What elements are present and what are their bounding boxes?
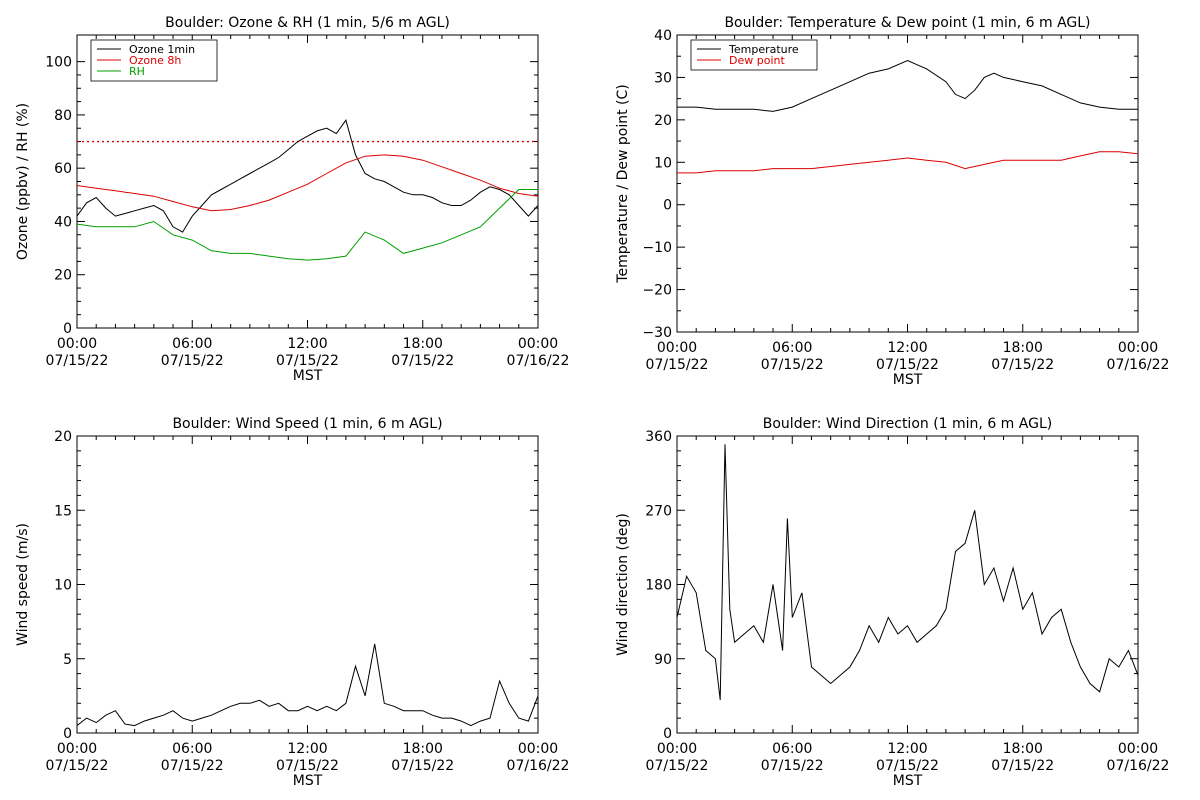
x-tick-time-label: 00:00 — [518, 741, 558, 757]
x-tick-time-label: 00:00 — [1118, 340, 1158, 356]
chart-title: Boulder: Temperature & Dew point (1 min,… — [724, 15, 1090, 31]
x-tick-time-label: 18:00 — [403, 741, 443, 757]
y-tick-label: 0 — [663, 726, 672, 742]
y-tick-label: −20 — [642, 283, 672, 299]
y-tick-label: 5 — [63, 652, 72, 668]
y-tick-label: −10 — [642, 240, 672, 256]
y-tick-label: 0 — [63, 726, 72, 742]
x-tick-date-label: 07/15/22 — [991, 758, 1054, 774]
x-tick-time-label: 00:00 — [57, 741, 97, 757]
x-tick-date-label: 07/16/22 — [1107, 758, 1170, 774]
x-tick-date-label: 07/15/22 — [391, 353, 454, 369]
x-tick-date-label: 07/15/22 — [646, 357, 709, 373]
x-tick-date-label: 07/15/22 — [991, 357, 1054, 373]
y-axis-label: Wind speed (m/s) — [15, 523, 31, 646]
x-tick-date-label: 07/15/22 — [876, 357, 939, 373]
y-tick-label: 100 — [45, 55, 72, 71]
legend-label: Ozone 8h — [129, 54, 181, 67]
y-axis-label: Wind direction (deg) — [615, 513, 631, 656]
legend-label: Temperature — [728, 43, 799, 56]
series-line-1 — [676, 444, 1139, 701]
chart-title: Boulder: Wind Speed (1 min, 6 m AGL) — [172, 416, 442, 432]
chart-title: Boulder: Wind Direction (1 min, 6 m AGL) — [763, 416, 1052, 432]
y-tick-label: 40 — [54, 214, 72, 230]
series-line-temperature — [677, 59, 1138, 112]
y-tick-label: 10 — [654, 155, 672, 171]
chart-panel-2: Boulder: Temperature & Dew point (1 min,… — [615, 15, 1169, 388]
x-tick-time-label: 00:00 — [1118, 741, 1158, 757]
x-tick-date-label: 07/15/22 — [276, 758, 339, 774]
series-line-rh — [76, 189, 538, 261]
series-line-dew-point — [677, 151, 1139, 174]
chart-panel-3: Boulder: Wind Speed (1 min, 6 m AGL) 0 5 10… — [15, 416, 569, 789]
chart-panel-4: Boulder: Wind Direction (1 min, 6 m AGL)… — [615, 416, 1169, 789]
x-tick-time-label: 00:00 — [57, 336, 97, 352]
chart-title: Boulder: Ozone & RH (1 min, 5/6 m AGL) — [165, 15, 450, 31]
x-tick-date-label: 07/15/22 — [161, 353, 224, 369]
plot-frame — [76, 435, 539, 734]
x-tick-date-label: 07/15/22 — [276, 353, 339, 369]
x-axis-label: MST — [893, 773, 923, 789]
x-axis-label: MST — [293, 368, 323, 384]
x-tick-date-label: 07/15/22 — [391, 758, 454, 774]
y-tick-label: 80 — [54, 108, 72, 124]
x-tick-date-label: 07/16/22 — [507, 353, 570, 369]
legend-label: Dew point — [729, 54, 785, 67]
x-tick-time-label: 06:00 — [772, 340, 812, 356]
y-tick-label: 0 — [63, 321, 72, 337]
x-tick-time-label: 00:00 — [518, 336, 558, 352]
legend-label: RH — [129, 65, 145, 78]
y-tick-label: 15 — [54, 503, 72, 519]
x-tick-date-label: 07/15/22 — [646, 758, 709, 774]
y-tick-label: 0 — [663, 198, 672, 214]
x-tick-time-label: 00:00 — [657, 340, 697, 356]
x-tick-time-label: 06:00 — [772, 741, 812, 757]
y-tick-label: 180 — [645, 578, 672, 594]
x-tick-time-label: 12:00 — [287, 741, 327, 757]
x-tick-time-label: 18:00 — [1003, 741, 1043, 757]
x-tick-time-label: 00:00 — [657, 741, 697, 757]
y-tick-label: 90 — [654, 652, 672, 668]
y-tick-label: 30 — [654, 70, 672, 86]
y-axis-label: Ozone (ppbv) / RH (%) — [15, 103, 31, 260]
series-line-ozone-1min — [76, 119, 539, 233]
x-axis-label: MST — [293, 773, 323, 789]
x-tick-time-label: 18:00 — [1003, 340, 1043, 356]
x-axis-label: MST — [893, 372, 923, 388]
x-tick-date-label: 07/15/22 — [46, 353, 109, 369]
x-tick-date-label: 07/15/22 — [161, 758, 224, 774]
plot-frame — [676, 435, 1139, 734]
y-tick-label: 20 — [654, 113, 672, 129]
x-tick-time-label: 12:00 — [887, 741, 927, 757]
y-axis-label: Temperature / Dew point (C) — [615, 84, 631, 283]
series-line-1 — [76, 643, 539, 727]
y-tick-label: 20 — [54, 268, 72, 284]
x-tick-date-label: 07/16/22 — [507, 758, 570, 774]
x-tick-date-label: 07/15/22 — [761, 357, 824, 373]
x-tick-date-label: 07/15/22 — [46, 758, 109, 774]
legend-label: Ozone 1min — [129, 43, 195, 56]
x-tick-time-label: 06:00 — [172, 336, 212, 352]
y-tick-label: 360 — [645, 429, 672, 445]
legend-box — [690, 39, 818, 71]
x-tick-time-label: 12:00 — [887, 340, 927, 356]
y-tick-label: 10 — [54, 578, 72, 594]
y-tick-label: 270 — [645, 503, 672, 519]
x-tick-time-label: 18:00 — [403, 336, 443, 352]
y-tick-label: −30 — [642, 325, 672, 341]
x-tick-date-label: 07/16/22 — [1107, 357, 1170, 373]
x-tick-time-label: 12:00 — [287, 336, 327, 352]
x-tick-date-label: 07/15/22 — [761, 758, 824, 774]
chart-panel-1: Boulder: Ozone & RH (1 min, 5/6 m AGL) 0 2… — [15, 15, 569, 384]
series-line-ozone-8h — [76, 154, 539, 212]
plot-frame — [676, 34, 1139, 333]
y-tick-label: 40 — [654, 28, 672, 44]
x-tick-date-label: 07/15/22 — [876, 758, 939, 774]
x-tick-time-label: 06:00 — [172, 741, 212, 757]
y-tick-label: 20 — [54, 429, 72, 445]
y-tick-label: 60 — [54, 161, 72, 177]
